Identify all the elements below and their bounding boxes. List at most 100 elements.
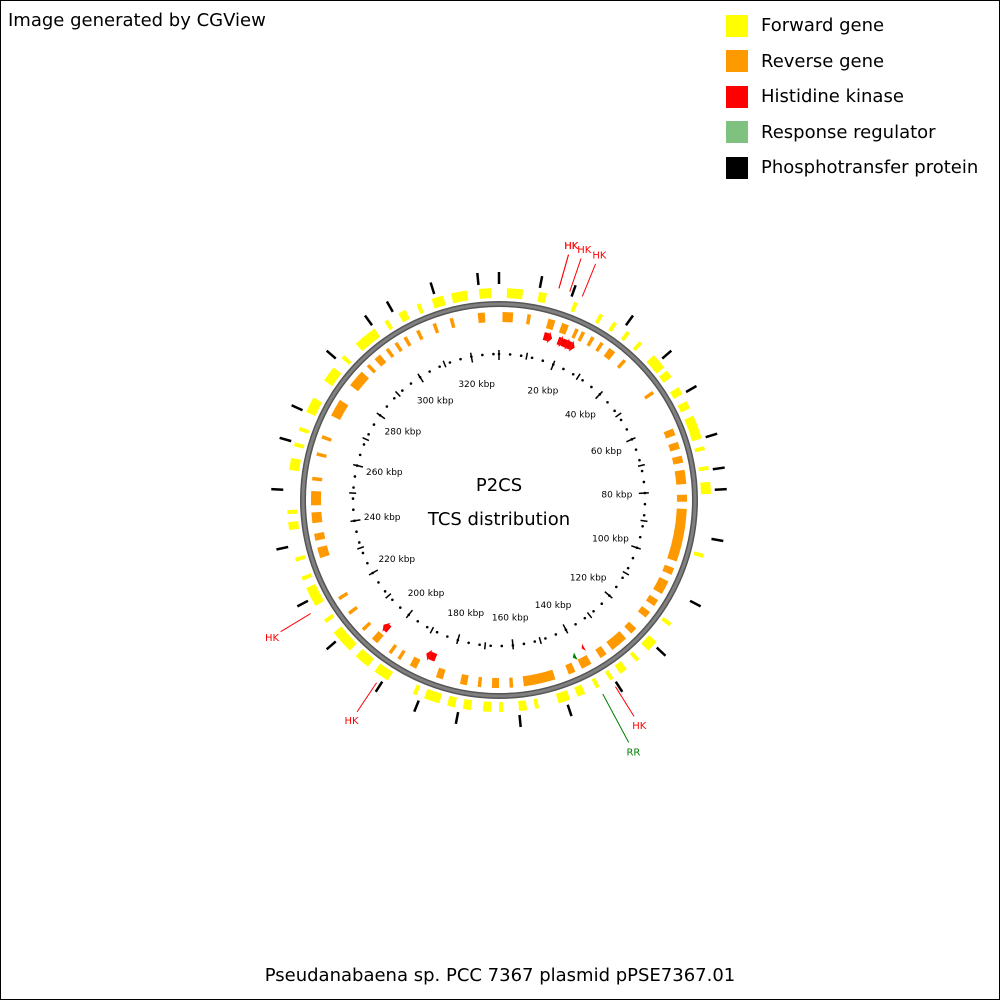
- legend-item-hk: Histidine kinase: [726, 79, 978, 115]
- phosphotransfer-mark: [291, 404, 304, 412]
- ruler-dot: [372, 423, 376, 426]
- reverse-gene: [668, 441, 680, 452]
- legend: Forward gene Reverse gene Histidine kina…: [726, 8, 978, 186]
- ruler-tick: [405, 609, 414, 619]
- forward-gene: [698, 465, 709, 472]
- center-title: P2CS: [476, 475, 522, 496]
- ruler-tick: [637, 463, 645, 468]
- ruler-dot: [401, 389, 404, 392]
- phosphotransfer-mark: [566, 704, 573, 717]
- ruler-tick: [469, 352, 474, 363]
- forward-gene: [608, 321, 617, 333]
- phosphotransfer-mark: [413, 700, 420, 713]
- forward-gene: [398, 309, 410, 323]
- reverse-gene: [397, 649, 406, 661]
- ruler-dot: [459, 357, 462, 361]
- ruler-tick: [575, 373, 581, 381]
- reverse-gene: [388, 644, 398, 655]
- forward-gene: [537, 291, 548, 304]
- phosphotransfer-mark: [325, 349, 337, 360]
- hk-arrowhead: [568, 340, 575, 352]
- forward-gene: [355, 648, 375, 667]
- ruler-tick-label: 300 kbp: [417, 397, 454, 407]
- phosphotransfer-mark: [624, 314, 635, 326]
- legend-item-hpt: Phosphotransfer protein: [726, 150, 978, 186]
- phosphotransfer-mark: [518, 714, 522, 728]
- ruler-dot: [438, 365, 441, 368]
- hk-small-feature: [581, 643, 586, 651]
- ruler-dot: [625, 428, 629, 431]
- ruler-dot: [581, 378, 584, 382]
- ruler-dot: [478, 643, 481, 647]
- phosphotransfer-mark: [712, 466, 725, 471]
- ruler-dot: [562, 367, 565, 371]
- forward-gene: [450, 290, 469, 304]
- reverse-gene: [435, 667, 446, 680]
- hk-arrowhead: [558, 335, 564, 348]
- phosphotransfer-mark: [689, 599, 702, 608]
- ruler-dot: [626, 566, 630, 570]
- forward-gene: [416, 303, 424, 314]
- reverse-gene: [577, 654, 592, 669]
- reverse-gene: [347, 605, 359, 615]
- ruler-dot: [428, 370, 431, 373]
- reverse-gene: [321, 435, 332, 442]
- reverse-gene: [663, 428, 676, 439]
- reverse-gene: [385, 347, 395, 359]
- reverse-gene: [653, 577, 669, 594]
- ruler-dot: [554, 633, 558, 636]
- legend-swatch-reverse: [726, 50, 748, 73]
- forward-gene: [323, 614, 335, 623]
- hk-arrowhead: [546, 331, 553, 344]
- reverse-gene: [522, 669, 556, 687]
- ruler-dot: [355, 530, 358, 534]
- legend-label-hpt: Phosphotransfer protein: [761, 157, 979, 179]
- ruler-dot: [392, 396, 396, 400]
- forward-gene: [629, 651, 640, 662]
- ruler-dot: [409, 382, 413, 385]
- reverse-gene: [526, 314, 532, 325]
- forward-gene: [333, 626, 357, 651]
- hk-feature: [560, 338, 569, 348]
- phosphotransfer-mark: [661, 349, 673, 360]
- forward-gene: [412, 684, 421, 696]
- ruler-tick: [626, 437, 636, 443]
- ruler-dot: [583, 616, 587, 620]
- reverse-gene: [317, 545, 330, 559]
- reverse-gene: [394, 341, 403, 353]
- forward-gene: [301, 573, 313, 581]
- forward-gene: [591, 677, 600, 689]
- ruler-tick: [368, 569, 379, 576]
- ruler-tick: [385, 593, 392, 599]
- forward-gene: [462, 699, 473, 711]
- forward-gene: [293, 442, 305, 449]
- ruler-dot: [489, 644, 492, 648]
- reverse-gene: [565, 662, 576, 675]
- ruler-tick-label: 220 kbp: [378, 555, 415, 565]
- hk-feature: [556, 336, 562, 346]
- ruler-dot: [425, 625, 429, 629]
- legend-swatch-forward: [726, 14, 748, 37]
- ruler-tick: [357, 546, 365, 550]
- ruler-tick-label: 60 kbp: [591, 447, 622, 457]
- phosphotransfer-mark: [279, 436, 292, 443]
- reverse-gene: [667, 508, 687, 562]
- forward-gene: [669, 387, 683, 399]
- phosphotransfer-mark: [538, 275, 544, 289]
- callout-label: RR: [626, 747, 640, 758]
- reverse-gene: [637, 605, 651, 618]
- callout-label: HK: [265, 633, 280, 644]
- reverse-gene: [606, 631, 627, 650]
- reverse-gene: [676, 494, 687, 502]
- ruler-dot: [600, 602, 604, 606]
- callout-label: HK: [632, 721, 647, 732]
- reverse-gene: [314, 532, 326, 541]
- legend-swatch-hpt: [726, 156, 748, 179]
- ruler-dot: [571, 372, 575, 376]
- reverse-gene: [459, 674, 469, 686]
- callout-label: HK: [564, 241, 579, 252]
- reverse-gene: [674, 469, 687, 485]
- hk-feature: [428, 651, 438, 662]
- callout-label: HK: [344, 716, 359, 727]
